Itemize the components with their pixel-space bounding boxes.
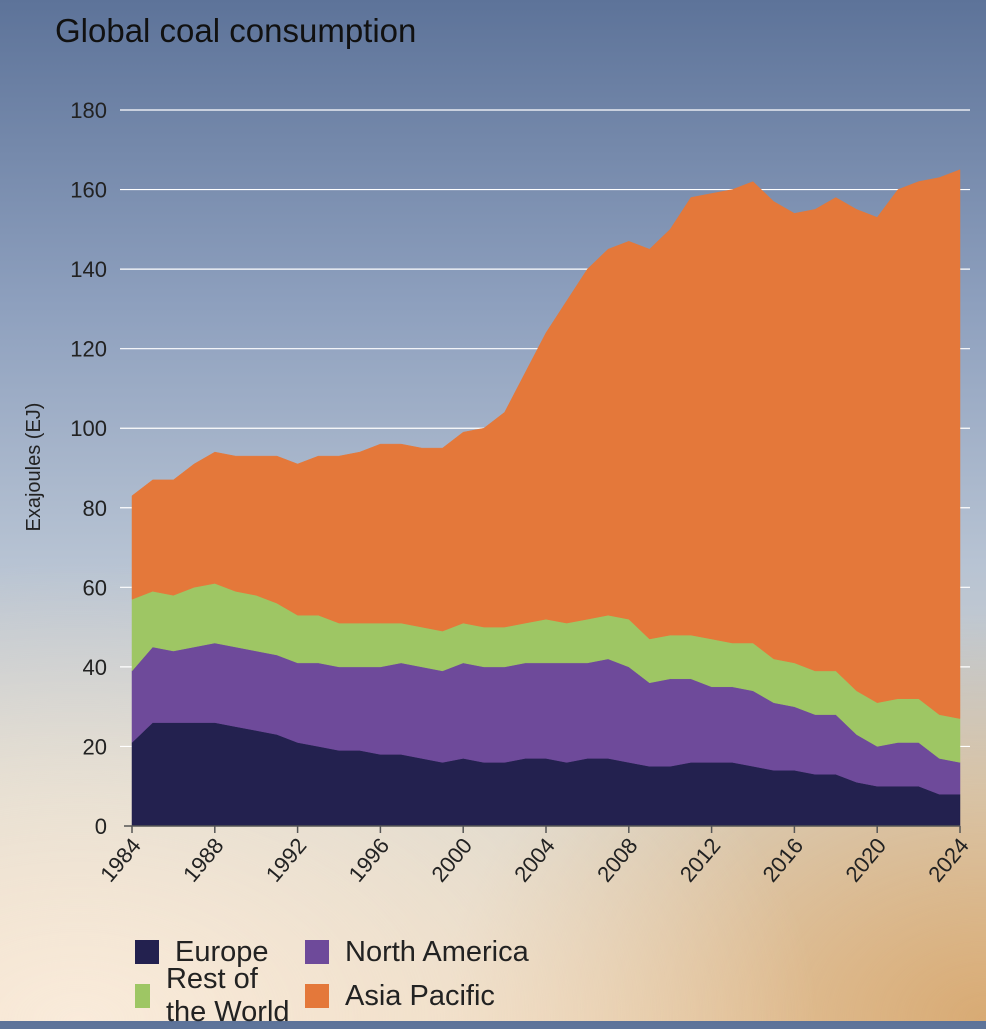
legend-item-rest-of-the-world: Rest of the World (135, 963, 305, 1028)
x-tick-label: 2000 (426, 833, 477, 887)
legend-swatch (135, 984, 150, 1008)
x-tick-label: 2004 (509, 833, 560, 887)
legend-item-asia-pacific: Asia Pacific (305, 978, 625, 1014)
legend-label: North America (345, 935, 529, 968)
x-tick-label: 1996 (344, 833, 395, 887)
x-tick-label: 2024 (923, 833, 974, 887)
y-tick-label: 60 (83, 575, 107, 600)
y-tick-label: 140 (70, 257, 107, 282)
x-tick-label: 2012 (675, 833, 726, 887)
y-tick-label: 80 (83, 496, 107, 521)
x-tick-label: 2008 (592, 833, 643, 887)
legend-swatch (305, 984, 329, 1008)
x-axis-ticks: 1984 1988 1992 1996 2000 2004 2008 2012 2016 2020… (95, 826, 974, 887)
y-tick-label: 40 (83, 655, 107, 680)
y-axis-label: Exajoules (EJ) (23, 403, 45, 532)
legend-label: Rest of the World (165, 963, 290, 1028)
legend-item-europe: Europe (135, 934, 305, 970)
x-tick-label: 2016 (758, 833, 809, 887)
y-tick-label: 160 (70, 178, 107, 203)
y-tick-label: 100 (70, 416, 107, 441)
y-tick-label: 20 (83, 734, 107, 759)
y-tick-label: 180 (70, 98, 107, 123)
area-asia-pacific (131, 169, 961, 719)
area-layers (131, 169, 961, 827)
chart-title: Global coal consumption (55, 12, 417, 49)
x-tick-label: 1992 (261, 833, 312, 887)
y-tick-label: 120 (70, 337, 107, 362)
x-tick-label: 1984 (95, 833, 146, 887)
x-tick-label: 2020 (840, 833, 891, 887)
legend-swatch (305, 940, 329, 964)
y-tick-label: 0 (95, 814, 107, 839)
stacked-area-chart: 0 20 40 60 80 100 120 140 160 180 1984 1988 1992 199… (23, 98, 974, 887)
y-axis-ticks: 0 20 40 60 80 100 120 140 160 180 (70, 98, 107, 839)
legend-label: Europe (175, 935, 269, 968)
legend: Europe North America Rest of the World Asia… (135, 934, 625, 1028)
legend-item-north-america: North America (305, 934, 625, 970)
legend-label: Asia Pacific (345, 979, 495, 1012)
x-tick-label: 1988 (178, 833, 229, 887)
legend-swatch (135, 940, 159, 964)
